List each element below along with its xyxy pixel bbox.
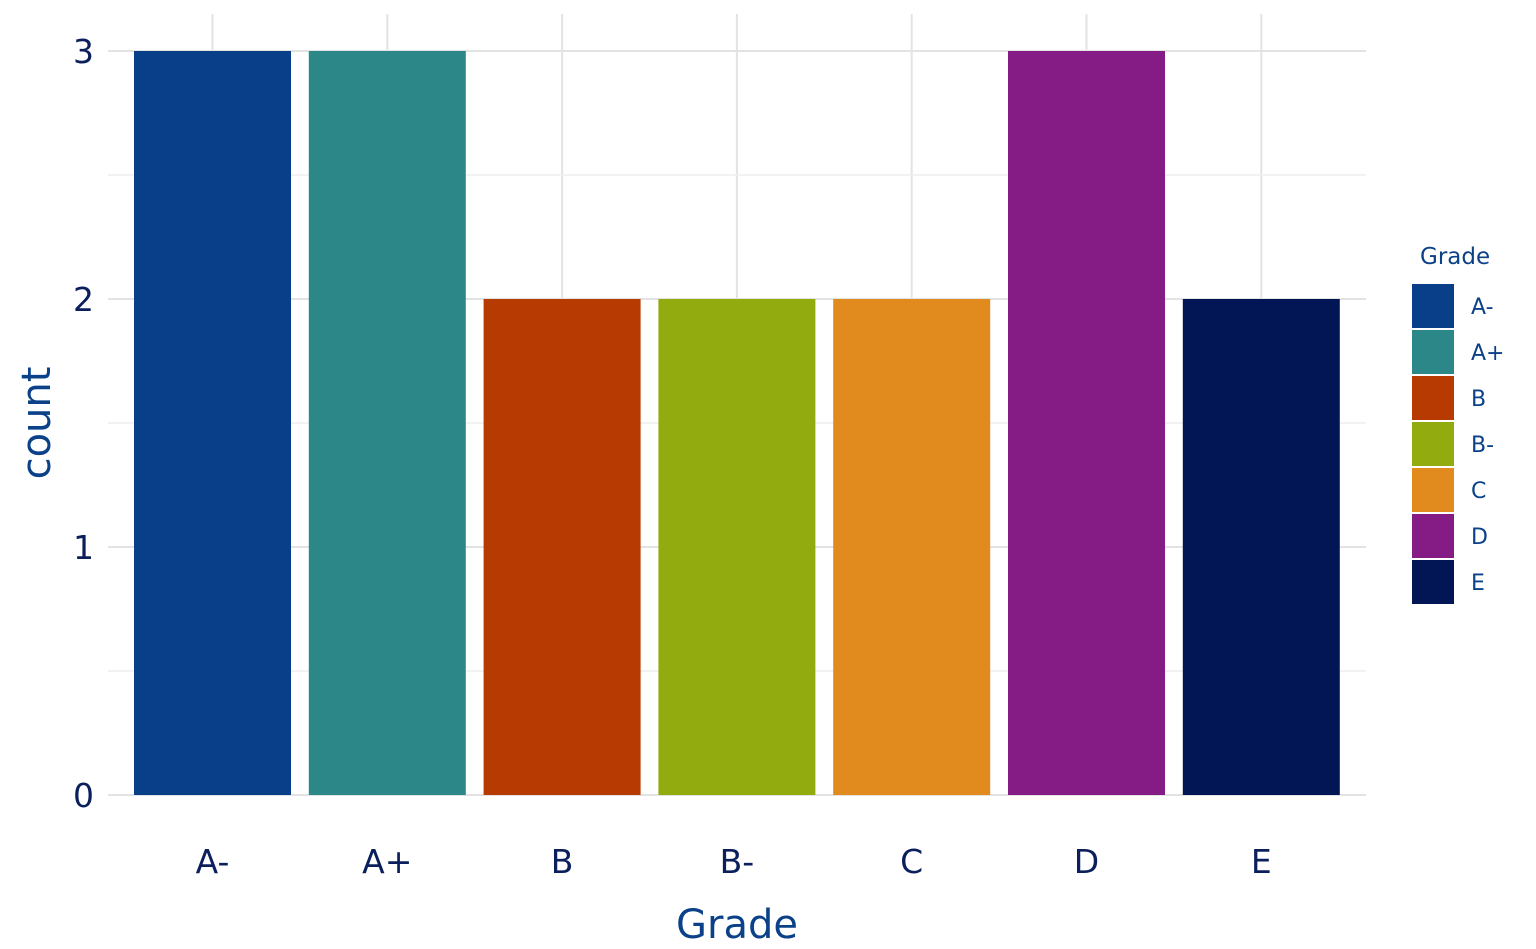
y-axis-title: count <box>14 367 60 480</box>
legend-label: B- <box>1471 433 1494 458</box>
x-tick-label: A+ <box>362 842 412 881</box>
bar-6 <box>1008 51 1165 795</box>
bars <box>134 51 1340 795</box>
bar-3 <box>483 299 641 795</box>
legend-title: Grade <box>1420 244 1490 270</box>
y-tick-label: 0 <box>73 776 94 815</box>
bar-2 <box>308 51 466 795</box>
legend-label: B <box>1471 387 1486 412</box>
bar-5 <box>833 299 991 795</box>
y-tick-label: 2 <box>73 280 94 319</box>
bar-7 <box>1182 299 1340 795</box>
x-tick-label: B- <box>720 842 755 881</box>
legend-key-2 <box>1412 330 1454 374</box>
x-axis-ticks: A- A+ B B- C D E <box>196 842 1272 881</box>
bar-4 <box>658 299 816 795</box>
x-tick-label: E <box>1251 842 1272 881</box>
y-tick-label: 1 <box>73 528 94 567</box>
legend-label: D <box>1471 525 1488 550</box>
legend-key-3 <box>1412 376 1454 420</box>
legend-key-6 <box>1412 514 1454 558</box>
legend-label: A- <box>1471 295 1494 320</box>
legend-key-1 <box>1412 284 1454 328</box>
legend-key-7 <box>1412 560 1454 604</box>
x-tick-label: B <box>551 842 574 881</box>
legend: Grade A- A+ B B- CDE <box>1412 244 1504 604</box>
legend-label: C <box>1471 479 1486 504</box>
x-tick-label: D <box>1074 842 1099 881</box>
y-axis-ticks: 0 1 2 3 <box>73 32 94 815</box>
x-axis-title: Grade <box>676 902 798 948</box>
legend-key-4 <box>1412 422 1454 466</box>
legend-key-5 <box>1412 468 1454 512</box>
bar-1 <box>134 51 291 795</box>
x-tick-label: C <box>900 842 923 881</box>
legend-label: E <box>1471 571 1485 596</box>
y-tick-label: 3 <box>73 32 94 71</box>
x-tick-label: A- <box>196 842 230 881</box>
legend-label: A+ <box>1471 341 1504 366</box>
